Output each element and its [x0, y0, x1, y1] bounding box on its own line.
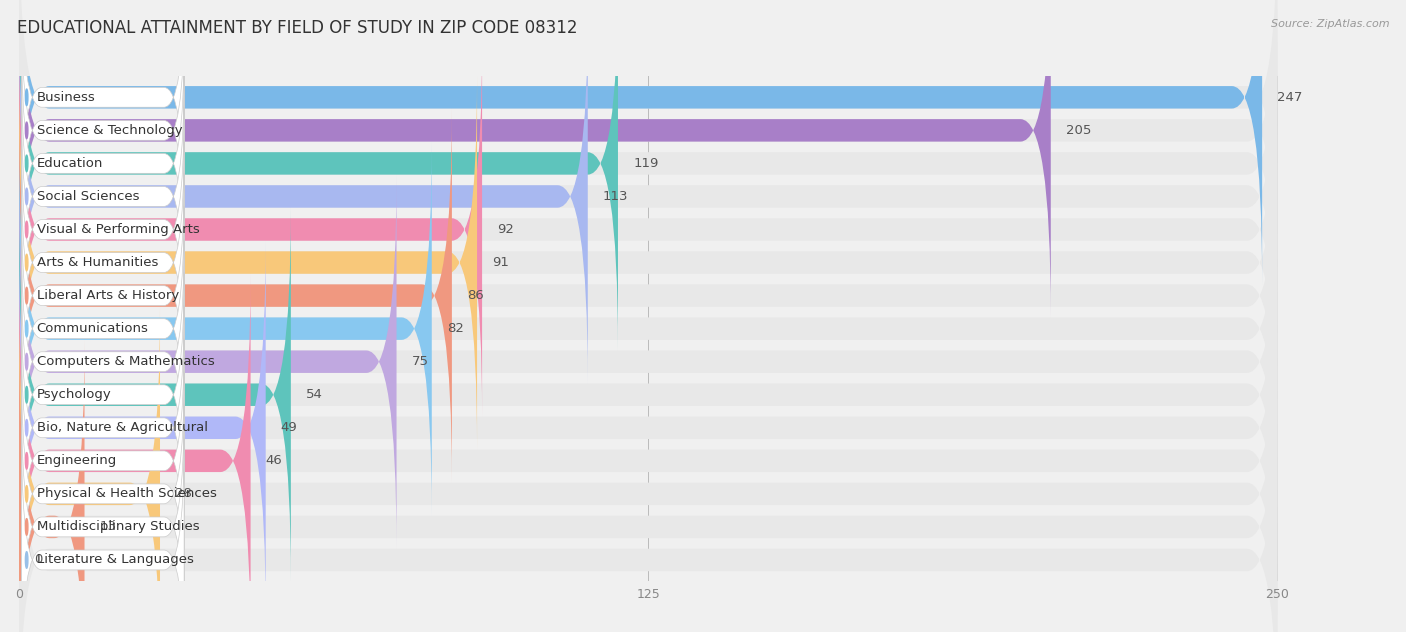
FancyBboxPatch shape — [20, 340, 84, 632]
Text: 247: 247 — [1277, 91, 1302, 104]
FancyBboxPatch shape — [20, 109, 1277, 483]
FancyBboxPatch shape — [20, 274, 1277, 632]
FancyBboxPatch shape — [20, 0, 1263, 284]
FancyBboxPatch shape — [20, 307, 1277, 632]
Circle shape — [25, 188, 28, 205]
Text: Visual & Performing Arts: Visual & Performing Arts — [37, 223, 200, 236]
Text: 49: 49 — [281, 422, 298, 434]
FancyBboxPatch shape — [21, 8, 184, 253]
Circle shape — [25, 519, 28, 535]
FancyBboxPatch shape — [20, 174, 1277, 549]
FancyBboxPatch shape — [20, 75, 477, 449]
Text: Liberal Arts & History: Liberal Arts & History — [37, 289, 179, 302]
Circle shape — [25, 288, 28, 304]
FancyBboxPatch shape — [20, 9, 1277, 384]
Circle shape — [25, 387, 28, 403]
Circle shape — [25, 155, 28, 172]
FancyBboxPatch shape — [20, 340, 1277, 632]
Circle shape — [25, 221, 28, 238]
FancyBboxPatch shape — [20, 142, 1277, 516]
FancyBboxPatch shape — [20, 142, 432, 516]
Text: 113: 113 — [603, 190, 628, 203]
Circle shape — [25, 254, 28, 270]
Text: Social Sciences: Social Sciences — [37, 190, 139, 203]
FancyBboxPatch shape — [21, 404, 184, 632]
FancyBboxPatch shape — [21, 438, 184, 632]
Text: 205: 205 — [1066, 124, 1091, 137]
Text: Literature & Languages: Literature & Languages — [37, 554, 194, 566]
Text: Bio, Nature & Agricultural: Bio, Nature & Agricultural — [37, 422, 208, 434]
FancyBboxPatch shape — [20, 0, 1050, 317]
Circle shape — [25, 122, 28, 138]
FancyBboxPatch shape — [20, 9, 588, 384]
Text: 75: 75 — [412, 355, 429, 368]
Text: 86: 86 — [467, 289, 484, 302]
FancyBboxPatch shape — [21, 74, 184, 319]
Circle shape — [25, 320, 28, 337]
FancyBboxPatch shape — [20, 373, 1277, 632]
FancyBboxPatch shape — [21, 41, 184, 286]
Text: 82: 82 — [447, 322, 464, 335]
FancyBboxPatch shape — [21, 372, 184, 616]
FancyBboxPatch shape — [21, 305, 184, 550]
Text: Education: Education — [37, 157, 103, 170]
Text: Computers & Mathematics: Computers & Mathematics — [37, 355, 215, 368]
Text: 46: 46 — [266, 454, 283, 467]
FancyBboxPatch shape — [20, 0, 1277, 284]
FancyBboxPatch shape — [20, 42, 482, 416]
Text: Source: ZipAtlas.com: Source: ZipAtlas.com — [1271, 19, 1389, 29]
FancyBboxPatch shape — [21, 173, 184, 418]
FancyBboxPatch shape — [21, 272, 184, 517]
Circle shape — [25, 485, 28, 502]
Text: Multidisciplinary Studies: Multidisciplinary Studies — [37, 520, 200, 533]
FancyBboxPatch shape — [20, 42, 1277, 416]
FancyBboxPatch shape — [20, 208, 1277, 582]
FancyBboxPatch shape — [20, 274, 250, 632]
FancyBboxPatch shape — [20, 307, 160, 632]
Circle shape — [25, 89, 28, 106]
Text: 28: 28 — [176, 487, 193, 501]
FancyBboxPatch shape — [21, 140, 184, 385]
Text: Psychology: Psychology — [37, 388, 111, 401]
FancyBboxPatch shape — [21, 207, 184, 451]
Text: 0: 0 — [34, 554, 42, 566]
Circle shape — [25, 552, 28, 568]
FancyBboxPatch shape — [20, 0, 619, 351]
Text: 119: 119 — [633, 157, 658, 170]
FancyBboxPatch shape — [20, 174, 396, 549]
FancyBboxPatch shape — [20, 0, 1277, 317]
Text: Business: Business — [37, 91, 96, 104]
Text: Communications: Communications — [37, 322, 149, 335]
FancyBboxPatch shape — [20, 0, 1277, 351]
Circle shape — [25, 420, 28, 436]
Text: 92: 92 — [498, 223, 515, 236]
FancyBboxPatch shape — [21, 107, 184, 352]
FancyBboxPatch shape — [21, 339, 184, 583]
Text: 13: 13 — [100, 520, 117, 533]
FancyBboxPatch shape — [20, 241, 266, 615]
FancyBboxPatch shape — [21, 0, 184, 219]
Text: Physical & Health Sciences: Physical & Health Sciences — [37, 487, 217, 501]
FancyBboxPatch shape — [20, 208, 291, 582]
Circle shape — [25, 453, 28, 469]
FancyBboxPatch shape — [21, 240, 184, 484]
Text: 54: 54 — [307, 388, 323, 401]
Text: EDUCATIONAL ATTAINMENT BY FIELD OF STUDY IN ZIP CODE 08312: EDUCATIONAL ATTAINMENT BY FIELD OF STUDY… — [17, 19, 578, 37]
Text: Arts & Humanities: Arts & Humanities — [37, 256, 157, 269]
FancyBboxPatch shape — [20, 241, 1277, 615]
FancyBboxPatch shape — [20, 109, 451, 483]
Text: Science & Technology: Science & Technology — [37, 124, 183, 137]
Text: 91: 91 — [492, 256, 509, 269]
Text: Engineering: Engineering — [37, 454, 117, 467]
FancyBboxPatch shape — [20, 75, 1277, 449]
Circle shape — [25, 353, 28, 370]
